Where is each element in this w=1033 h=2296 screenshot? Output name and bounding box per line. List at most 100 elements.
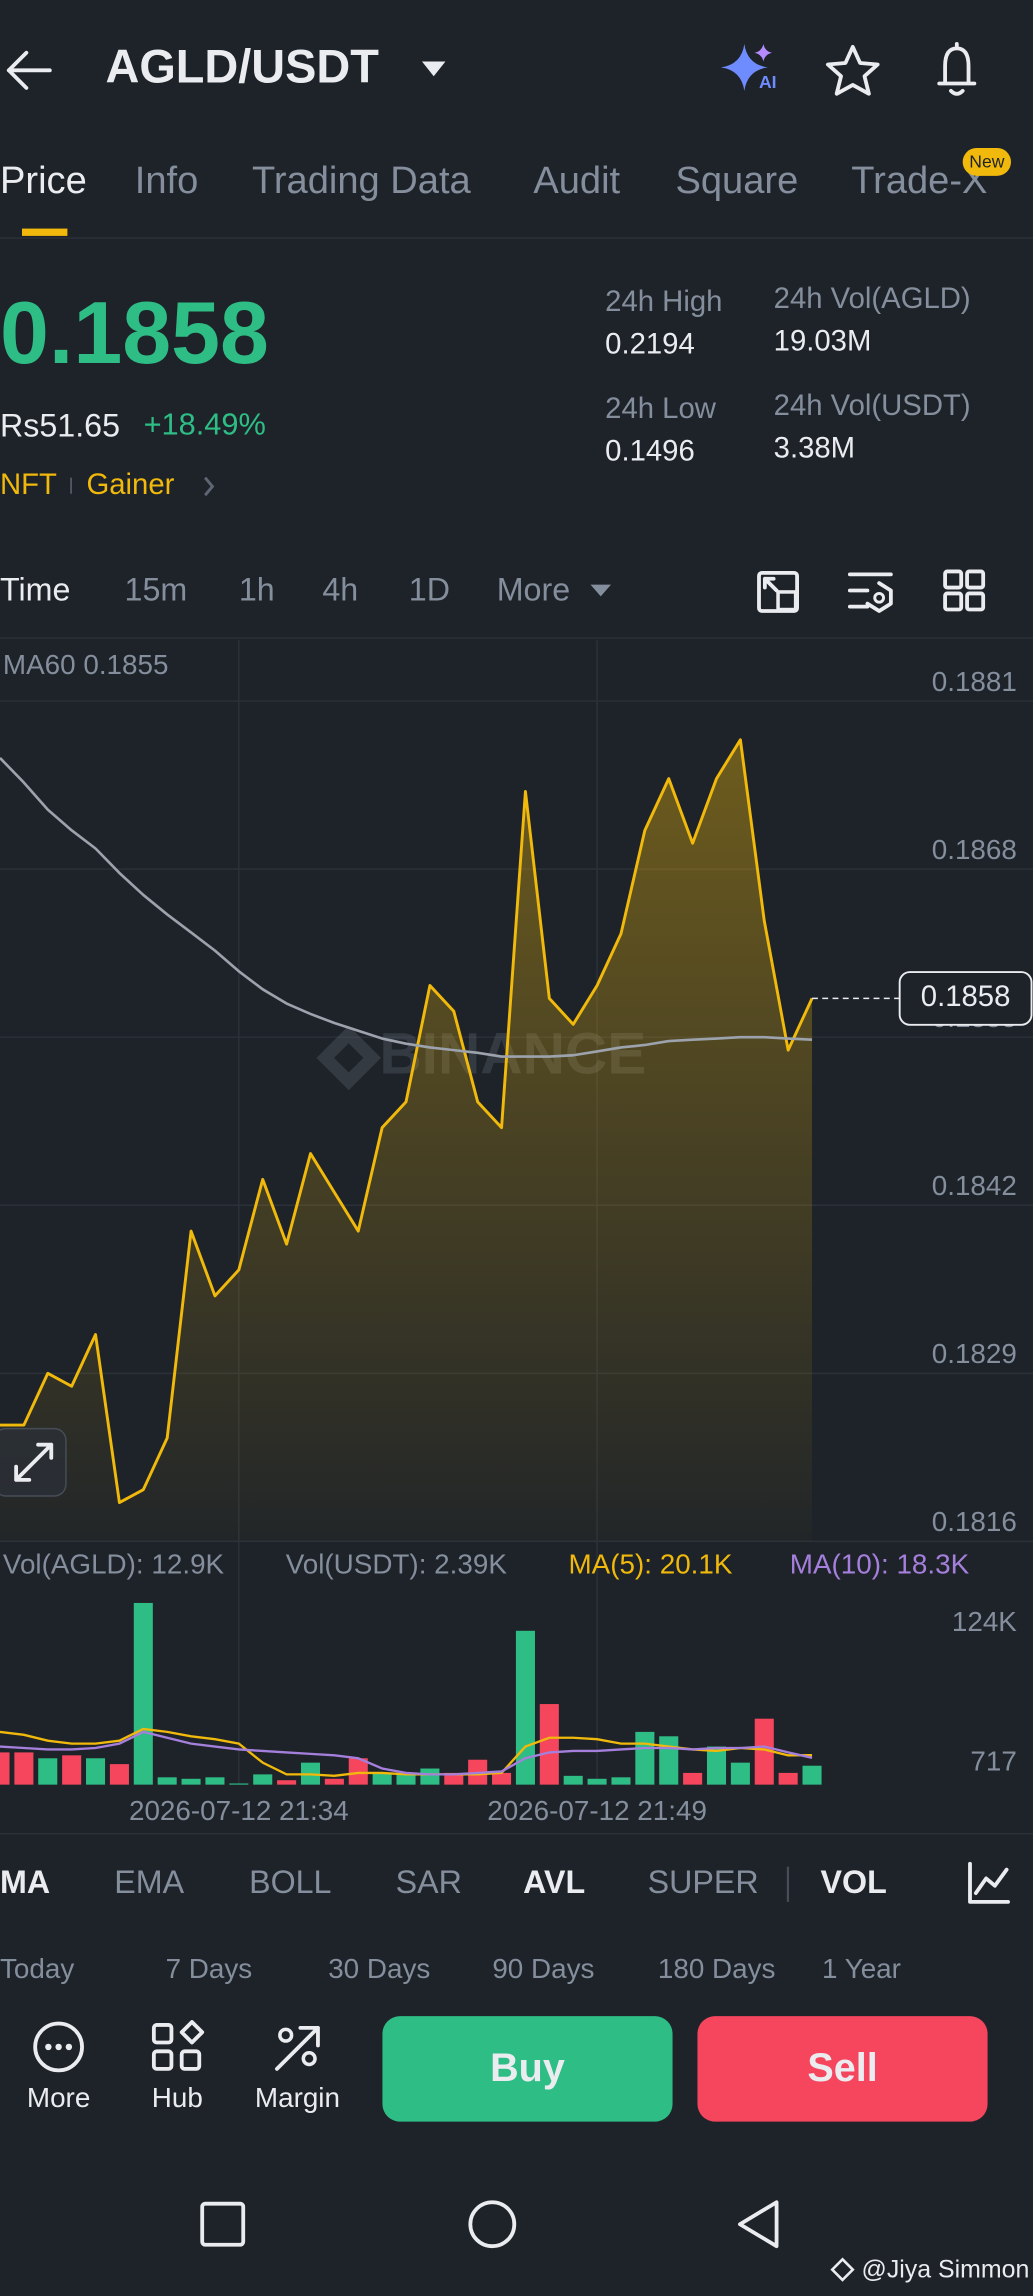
volume-bar <box>754 1718 774 1785</box>
volume-bar <box>420 1768 440 1785</box>
price-line <box>0 738 814 1505</box>
period-tab[interactable]: 1 Year <box>822 1953 901 1984</box>
y-tick-label: 0.1816 <box>932 1506 1017 1537</box>
interval[interactable]: More <box>497 571 570 607</box>
volume-bar <box>659 1736 679 1785</box>
indicator-tab[interactable]: BOLL <box>249 1864 331 1900</box>
interval[interactable]: 1D <box>409 571 450 607</box>
tag-separator <box>70 477 72 494</box>
volume-bar <box>229 1783 249 1785</box>
ai-button[interactable]: AI <box>720 43 777 92</box>
indicator-tab[interactable]: EMA <box>114 1864 184 1900</box>
ma-legend: MA60 0.1855 <box>3 649 169 680</box>
sell-button[interactable] <box>697 2016 988 2122</box>
divider <box>0 637 1033 639</box>
layout-button[interactable] <box>943 569 986 612</box>
fullscreen-button[interactable] <box>0 1427 67 1497</box>
interval[interactable]: 4h <box>322 571 358 607</box>
pair-dropdown[interactable] <box>421 61 446 77</box>
y-tick-label: 0.1881 <box>932 666 1017 697</box>
alerts-button[interactable] <box>937 42 977 96</box>
volume-bar <box>778 1772 798 1785</box>
volume-bar <box>181 1778 201 1785</box>
volume-bar <box>62 1755 82 1785</box>
tab[interactable]: Price <box>0 160 87 202</box>
action-label[interactable]: Margin <box>255 2082 340 2113</box>
stat-value: 0.1496 <box>605 434 695 467</box>
volume-bar <box>635 1731 655 1785</box>
period-tab[interactable]: 7 Days <box>166 1953 253 1984</box>
indicator-tab[interactable]: VOL <box>821 1864 887 1900</box>
tab[interactable]: Audit <box>533 160 620 202</box>
chart-settings-button[interactable] <box>847 572 893 613</box>
ma-line <box>0 757 813 1058</box>
recents-button[interactable] <box>200 2201 246 2247</box>
pair-title[interactable]: AGLD/USDT <box>105 41 379 93</box>
volume-bar <box>611 1777 631 1785</box>
divider <box>0 1832 1033 1835</box>
back-button[interactable] <box>6 50 52 90</box>
watermark-logo <box>316 1025 381 1091</box>
volume-bar <box>706 1746 727 1785</box>
watermark-logo <box>830 2257 855 2282</box>
volume-bar <box>277 1780 297 1785</box>
price-area <box>0 739 813 1542</box>
indicator-tab[interactable]: AVL <box>523 1864 585 1900</box>
indicator-settings-button[interactable] <box>968 1861 1010 1904</box>
indicator-tab[interactable]: SUPER <box>648 1864 759 1900</box>
interval[interactable]: 15m <box>125 571 188 607</box>
tab[interactable]: Info <box>135 160 199 202</box>
interval[interactable]: 1h <box>239 571 275 607</box>
price-change: +18.49% <box>144 407 266 442</box>
volume-bar <box>444 1772 464 1785</box>
stat-label: 24h High <box>605 285 722 318</box>
new-badge <box>962 147 1012 176</box>
favorite-button[interactable] <box>825 44 880 96</box>
volume-bar <box>133 1602 153 1785</box>
volume-bar <box>324 1778 344 1785</box>
volume-bar <box>14 1752 34 1785</box>
y-tick-label: 717 <box>970 1745 1016 1776</box>
period-tab[interactable]: 30 Days <box>328 1953 430 1984</box>
volume-bar <box>109 1764 129 1785</box>
period-tab[interactable]: Today <box>0 1953 74 1984</box>
tag[interactable]: NFT <box>0 468 57 501</box>
buy-label[interactable]: Buy <box>490 2046 565 2090</box>
tag-chevron <box>204 476 215 497</box>
y-tick-label: 0.1868 <box>932 834 1017 865</box>
watermark: @Jiya Simmon <box>862 2256 1030 2284</box>
action-label[interactable]: More <box>27 2082 90 2113</box>
indicator-tab[interactable]: SAR <box>396 1864 462 1900</box>
volume-bar <box>563 1775 583 1785</box>
hub-icon[interactable] <box>151 2020 205 2071</box>
volume-ma-legend: MA(5): 20.1K <box>569 1549 733 1580</box>
back-nav-button[interactable] <box>738 2200 779 2249</box>
buy-button[interactable] <box>382 2016 673 2122</box>
indicator-tab[interactable]: MA <box>0 1864 50 1900</box>
tag[interactable]: Gainer <box>86 468 174 501</box>
volume-bar <box>492 1772 512 1785</box>
stat-value: 0.2194 <box>605 328 695 361</box>
period-tab[interactable]: 180 Days <box>658 1953 776 1984</box>
y-tick-label: 0.1829 <box>932 1338 1017 1369</box>
more-icon[interactable] <box>33 2021 84 2073</box>
volume-legend: Vol(AGLD): 12.9K <box>3 1549 225 1580</box>
tab[interactable]: Square <box>675 160 798 202</box>
y-tick-label: 0.1842 <box>932 1170 1017 1201</box>
action-label[interactable]: Hub <box>152 2082 203 2113</box>
volume-bar <box>38 1758 58 1785</box>
home-button[interactable] <box>468 2200 517 2249</box>
chart-tool-button[interactable] <box>757 570 799 613</box>
sell-label[interactable]: Sell <box>807 2046 877 2090</box>
tab[interactable]: Trading Data <box>252 160 472 202</box>
stat-label: 24h Vol(USDT) <box>774 389 971 422</box>
volume-bar <box>253 1774 273 1785</box>
volume-bar <box>157 1777 177 1785</box>
period-tab[interactable]: 90 Days <box>492 1953 594 1984</box>
volume-bar <box>683 1772 703 1785</box>
margin-icon[interactable] <box>275 2025 320 2071</box>
interval[interactable]: Time <box>0 571 70 607</box>
active-tab-underline <box>21 228 68 236</box>
